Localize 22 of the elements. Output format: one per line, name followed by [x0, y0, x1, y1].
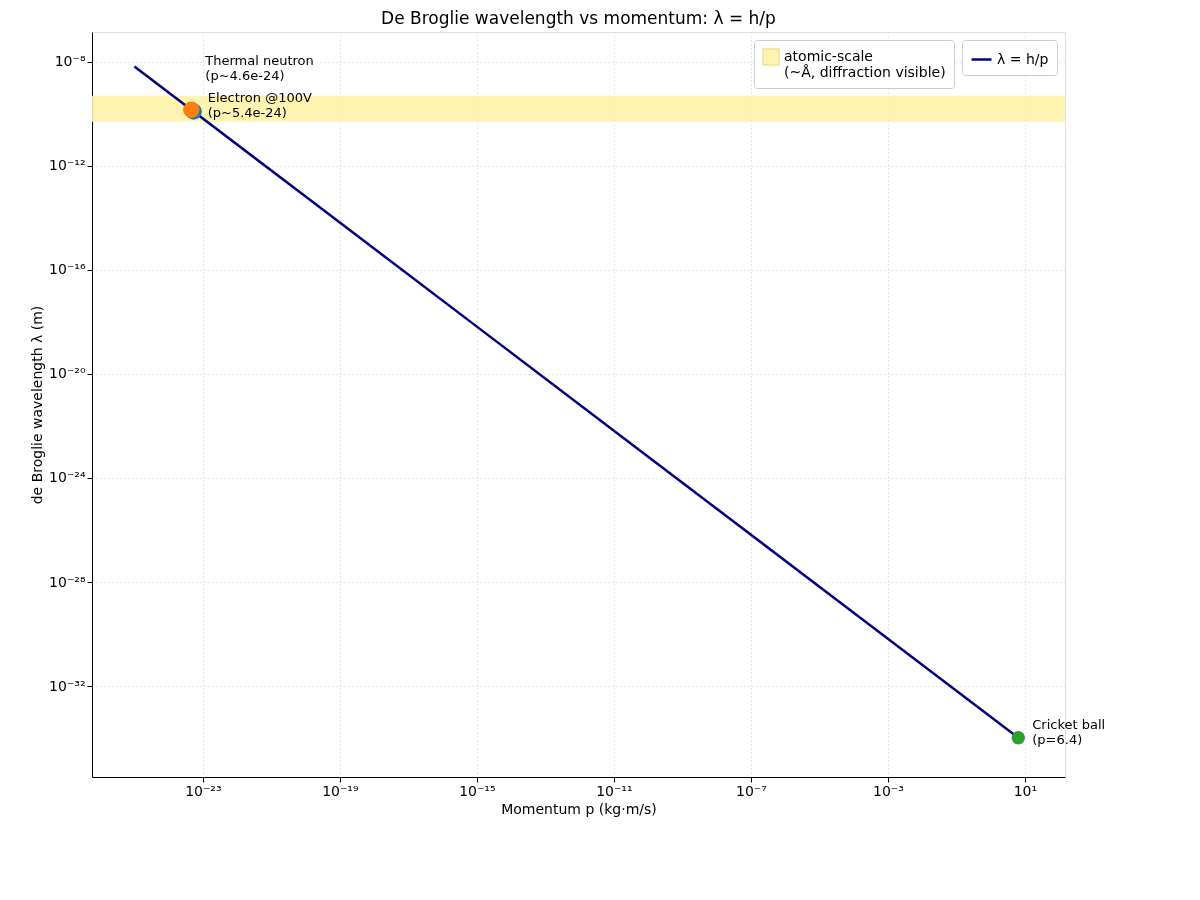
y-tick-label: 10⁻²⁴ — [49, 469, 86, 486]
x-tick-label: 10⁻¹⁹ — [322, 782, 359, 799]
y-tick-label: 10⁻³² — [49, 677, 86, 694]
x-tick-label: 10⁻¹¹ — [596, 782, 633, 799]
y-tick-label: 10⁻¹⁶ — [49, 261, 86, 278]
y-tick-label: 10⁻²⁸ — [49, 573, 86, 590]
x-tick-label: 10⁻⁷ — [735, 782, 767, 799]
annotation: Thermal neutron (p~4.6e-24) — [204, 52, 314, 83]
legend-label: atomic-scale (~Å, diffraction visible) — [784, 48, 946, 80]
annotation: Cricket ball (p=6.4) — [1032, 716, 1106, 747]
x-tick-label: 10⁻¹⁵ — [459, 782, 496, 799]
annotation: Electron @100V (p~5.4e-24) — [207, 90, 312, 121]
x-tick-label: 10⁻²³ — [185, 782, 222, 799]
y-tick-label: 10⁻²⁰ — [49, 365, 86, 382]
x-tick-label: 10⁻³ — [872, 782, 904, 799]
x-axis-title: Momentum p (kg·m/s) — [501, 800, 657, 817]
x-tick-label: 10¹ — [1013, 782, 1038, 799]
legend-label: λ = h/p — [997, 50, 1049, 67]
y-tick-label: 10⁻⁸ — [54, 53, 86, 70]
chart-title: De Broglie wavelength vs momentum: λ = h/p — [381, 8, 776, 28]
y-tick-label: 10⁻¹² — [49, 157, 86, 174]
y-axis-title: de Broglie wavelength λ (m) — [29, 305, 46, 505]
